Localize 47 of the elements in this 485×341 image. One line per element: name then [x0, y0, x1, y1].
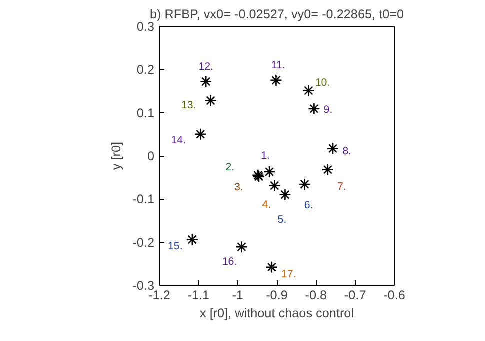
y-tick-label: 0.1 [136, 106, 155, 120]
y-tick-label: 0 [147, 150, 155, 164]
x-tick-label: -0.7 [344, 288, 366, 302]
point [200, 76, 212, 88]
annotation: 13. [181, 100, 196, 112]
x-tick-label: -1.1 [188, 288, 210, 302]
point [270, 74, 282, 87]
point [308, 102, 320, 116]
annotation: 4. [262, 198, 272, 211]
point [186, 234, 199, 246]
y-tick-label: 0.2 [136, 63, 155, 78]
annotation: 8. [342, 146, 352, 158]
x-axis-title: x [r0], without chaos control [200, 306, 354, 320]
point [236, 240, 248, 254]
annotation: 16. [222, 256, 238, 268]
point [204, 94, 217, 107]
annotation: 14. [171, 134, 186, 146]
point [326, 142, 340, 155]
point [194, 128, 207, 141]
annotation: 1. [261, 150, 270, 162]
annotation: 9. [324, 104, 333, 116]
point [266, 261, 278, 274]
point [263, 166, 276, 178]
chart-title: b) RFBP, vx0= -0.02527, vy0= -0.22865, t0=0 [150, 8, 404, 22]
x-tick-label: -0.9 [266, 288, 288, 302]
annotation: 6. [304, 199, 314, 212]
y-tick-label: 0.3 [136, 20, 155, 34]
annotation: 5. [278, 214, 287, 226]
point [279, 188, 292, 201]
point [322, 164, 334, 176]
annotation: 2. [226, 161, 235, 174]
annotation: 17. [282, 268, 296, 280]
point [268, 180, 281, 192]
x-tick-label: -0.8 [305, 288, 328, 302]
annotation: 15. [168, 240, 183, 253]
annotation: 12. [198, 60, 214, 73]
y-tick-label: -0.2 [132, 236, 155, 250]
y-tick-label: -0.1 [132, 192, 155, 207]
x-tick-label: -1 [232, 288, 244, 302]
point [302, 84, 315, 97]
point [298, 178, 311, 191]
y-axis-title: y [r0] [110, 142, 124, 170]
annotation: 10. [315, 76, 330, 89]
annotation: 3. [234, 182, 244, 194]
annotation: 7. [337, 180, 346, 193]
annotation: 11. [271, 59, 286, 72]
x-tick-label: -0.6 [384, 288, 406, 302]
